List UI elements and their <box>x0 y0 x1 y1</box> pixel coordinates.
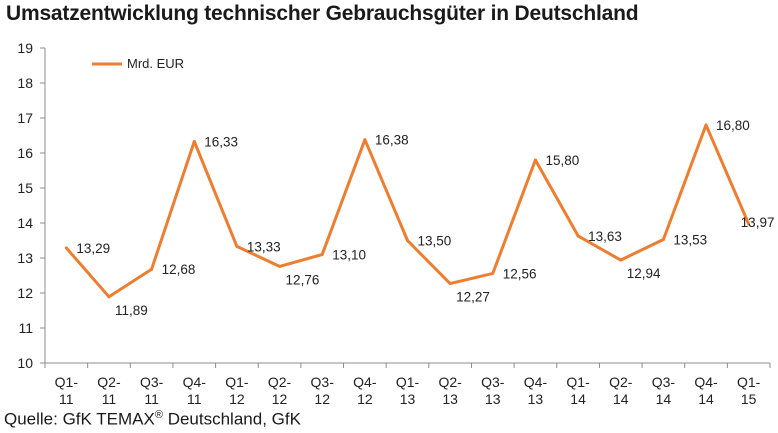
x-tick-label: Q2-12 <box>268 374 292 407</box>
data-label: 12,68 <box>162 262 196 277</box>
registered-mark: ® <box>154 409 163 421</box>
data-point <box>491 271 495 275</box>
data-label: 13,50 <box>418 234 452 249</box>
data-point <box>747 222 751 226</box>
y-tick-label: 19 <box>17 40 33 56</box>
data-label: 16,33 <box>204 134 238 149</box>
data-label: 13,63 <box>588 229 622 244</box>
data-label: 13,29 <box>76 241 110 256</box>
y-tick-label: 16 <box>17 145 33 161</box>
data-point <box>320 253 324 256</box>
x-tick-label: Q2-14 <box>609 374 633 407</box>
x-tick-label: Q1-13 <box>396 374 420 407</box>
data-point <box>192 139 196 143</box>
y-tick-label: 13 <box>17 250 33 266</box>
data-label: 13,97 <box>741 215 775 230</box>
source-prefix: Quelle: GfK TEMAX <box>4 409 155 429</box>
series-group <box>64 123 751 299</box>
data-point <box>406 239 409 242</box>
data-label: 12,76 <box>286 272 320 287</box>
data-point <box>64 246 68 250</box>
source-suffix: Deutschland, GfK <box>162 409 301 429</box>
y-tick-label: 17 <box>17 110 33 126</box>
x-axis-ticks: Q1-11 Q2-11 Q3-11 Q4-11 Q1-12 Q2-12 Q3-12 Q4-12… <box>44 363 771 407</box>
data-label: 12,94 <box>627 266 661 281</box>
data-point <box>619 258 623 262</box>
x-tick-label: Q3-13 <box>481 374 505 407</box>
y-tick-label: 12 <box>17 285 33 301</box>
data-point <box>448 282 452 286</box>
y-tick-label: 14 <box>17 215 33 231</box>
data-label: 13,10 <box>332 248 366 263</box>
data-label: 15,80 <box>545 153 579 168</box>
data-labels: 13,29 11,89 12,68 16,33 13,33 12,76 13,10 16,38… <box>76 118 774 318</box>
x-tick-label: Q4-13 <box>524 374 548 407</box>
x-tick-label: Q4-12 <box>353 374 377 407</box>
x-tick-label: Q4-11 <box>183 374 207 407</box>
axes <box>44 48 770 364</box>
data-point <box>150 267 154 271</box>
y-tick-label: 11 <box>18 320 33 336</box>
data-point <box>107 295 111 299</box>
data-label: 13,53 <box>673 232 707 247</box>
x-tick-label: Q4-14 <box>694 374 718 407</box>
data-point <box>363 138 367 142</box>
data-label: 12,56 <box>503 266 537 281</box>
data-label: 12,27 <box>456 290 490 305</box>
legend-label: Mrd. EUR <box>127 56 184 71</box>
x-tick-label: Q1-12 <box>225 374 249 407</box>
data-point <box>704 123 708 127</box>
chart-title: Umsatzentwicklung technischer Gebrauchsg… <box>6 2 639 25</box>
data-label: 13,33 <box>247 239 281 254</box>
source-note: Quelle: GfK TEMAX® Deutschland, GfK <box>4 409 301 430</box>
y-axis-ticks: 10 11 12 13 14 15 16 17 18 19 <box>17 40 45 371</box>
x-tick-label: Q2-13 <box>438 374 462 407</box>
data-point <box>278 264 282 268</box>
data-point <box>661 237 665 241</box>
y-tick-label: 10 <box>17 355 33 371</box>
data-label: 11,89 <box>115 303 148 318</box>
data-label: 16,80 <box>716 118 750 133</box>
x-tick-label: Q3-12 <box>311 374 335 407</box>
data-point <box>533 158 537 162</box>
data-point <box>576 234 580 238</box>
data-label: 16,38 <box>375 133 409 148</box>
x-tick-label: Q1-11 <box>55 374 79 407</box>
x-tick-label: Q1-14 <box>566 374 590 407</box>
legend: Mrd. EUR <box>92 56 184 71</box>
x-tick-label: Q3-11 <box>140 374 164 407</box>
x-tick-label: Q3-14 <box>652 374 676 407</box>
y-tick-label: 15 <box>17 180 33 196</box>
x-tick-label: Q2-11 <box>97 374 121 407</box>
y-tick-label: 18 <box>17 75 33 91</box>
data-point <box>235 244 239 248</box>
x-tick-label: Q1-15 <box>737 374 761 407</box>
